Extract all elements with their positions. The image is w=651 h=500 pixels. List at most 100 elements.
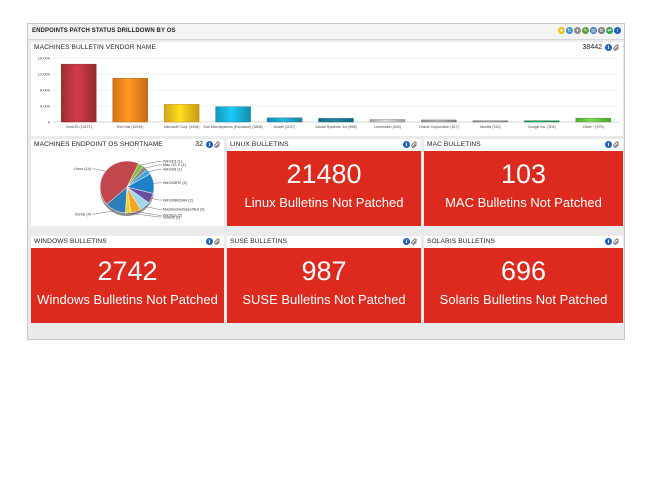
export-icon[interactable]: ▤ [590, 27, 597, 34]
windows-bulletins-value: 2742 [97, 256, 158, 286]
filter-icon[interactable]: ▾ [574, 27, 581, 34]
pie-leader-line [141, 161, 162, 165]
pie-leader-line [145, 164, 162, 169]
paperclip-icon[interactable] [214, 141, 221, 148]
solaris-bulletins-panel[interactable]: SOLARIS BULLETINS i 696 Solaris Bulletin… [424, 236, 623, 323]
info-icon[interactable]: i [605, 238, 612, 245]
x-tick-label: Sun Microsystems (Exclusive) (3808) [203, 125, 262, 129]
pie-label: Win2K8R2x64 (2) [163, 198, 194, 202]
paperclip-icon[interactable] [613, 141, 620, 148]
vendor-bar[interactable] [524, 120, 560, 123]
pie-label: SUSE (4) [75, 212, 92, 216]
dashboard-header: ENDPOINTS PATCH STATUS DRILLDOWN BY OS ★… [28, 24, 624, 40]
pie-label: MachineNotSpecified (2) [163, 208, 205, 212]
info-icon[interactable]: i [605, 44, 612, 51]
paperclip-icon[interactable] [214, 238, 221, 245]
solaris-bulletins-value: 696 [500, 256, 547, 286]
mac-bulletins-title: MAC BULLETINS [427, 141, 481, 148]
vendor-bar[interactable] [472, 120, 509, 123]
suse-bulletins-tile[interactable]: 987 SUSE Bulletins Not Patched [227, 248, 421, 323]
x-tick-label: Lumension (640) [374, 125, 401, 129]
dashboard-toolbar: ★ ↻ ▾ ✎ ▤ ⚙ ⇄ i [558, 27, 621, 34]
y-tick-label: 0 [48, 120, 51, 125]
os-panel-count: 32 [195, 141, 203, 148]
suse-bulletins-title: SUSE BULLETINS [230, 238, 288, 245]
mac-bulletins-panel[interactable]: MAC BULLETINS i 103 MAC Bulletins Not Pa… [424, 139, 623, 226]
paperclip-icon[interactable] [411, 238, 418, 245]
mac-bulletins-value: 103 [500, 159, 547, 189]
pie-label: Mac OS X (1) [163, 163, 187, 167]
pie-slice[interactable] [106, 186, 128, 214]
suse-bulletins-panel[interactable]: SUSE BULLETINS i 987 SUSE Bulletins Not … [227, 236, 421, 323]
info-icon[interactable]: i [605, 141, 612, 148]
solaris-bulletins-tile[interactable]: 696 Solaris Bulletins Not Patched [424, 248, 623, 323]
linux-bulletins-label: Linux Bulletins Not Patched [244, 195, 404, 210]
x-tick-label: Google Inc. (304) [528, 125, 556, 129]
pie-leader-line [148, 169, 162, 172]
vendor-bar[interactable] [215, 106, 251, 123]
pie-slice[interactable] [99, 160, 140, 205]
x-tick-label: Red Hat (10939) [117, 125, 144, 129]
mac-bulletins-label: MAC Bulletins Not Patched [445, 195, 602, 210]
paperclip-icon[interactable] [613, 44, 620, 51]
vendor-bar[interactable] [575, 117, 611, 123]
vendor-panel-header: MACHINES BULLETIN VENDOR NAME 38442 i [31, 42, 623, 54]
vendor-bar[interactable] [61, 63, 97, 123]
linux-bulletins-title: LINUX BULLETINS [230, 141, 289, 148]
os-panel: MACHINES ENDPOINT OS SHORTNAME 32 i Linu… [31, 139, 224, 226]
pie-label: Linux (14) [74, 167, 92, 171]
info-icon[interactable]: i [403, 238, 410, 245]
refresh-icon[interactable]: ↻ [566, 27, 573, 34]
x-tick-label: Mozilla (310) [480, 125, 501, 129]
linux-bulletins-panel[interactable]: LINUX BULLETINS i 21480 Linux Bulletins … [227, 139, 421, 226]
y-tick-label: 4,000 [40, 104, 51, 109]
os-panel-title: MACHINES ENDPOINT OS SHORTNAME [34, 141, 163, 148]
pie-label: Win2K8R2 (4) [163, 181, 188, 185]
settings-icon[interactable]: ⚙ [598, 27, 605, 34]
y-tick-label: 16,000 [38, 56, 51, 61]
suse-bulletins-value: 987 [301, 256, 347, 286]
y-tick-label: 12,000 [38, 72, 51, 77]
paperclip-icon[interactable] [411, 141, 418, 148]
windows-bulletins-title: WINDOWS BULLETINS [34, 238, 107, 245]
linux-bulletins-tile[interactable]: 21480 Linux Bulletins Not Patched [227, 151, 421, 226]
pie-leader-line [144, 206, 162, 210]
pie-leader-line [92, 210, 116, 215]
vendor-panel-count: 38442 [582, 44, 602, 51]
vendor-panel: MACHINES BULLETIN VENDOR NAME 38442 i 16… [31, 42, 623, 136]
os-panel-header: MACHINES ENDPOINT OS SHORTNAME 32 i [31, 139, 224, 151]
windows-bulletins-tile[interactable]: 2742 Windows Bulletins Not Patched [31, 248, 224, 323]
star-icon[interactable]: ★ [558, 27, 565, 34]
vendor-bar[interactable] [266, 117, 303, 123]
x-tick-label: CentOS (14471) [66, 125, 92, 129]
vendor-bar[interactable] [112, 78, 148, 123]
windows-bulletins-label: Windows Bulletins Not Patched [37, 292, 218, 307]
info-icon[interactable]: i [614, 27, 621, 34]
pie-leader-line [153, 182, 162, 184]
vendor-bar[interactable] [369, 119, 406, 123]
os-pie-chart: Linux (14) Win2K3 (1)Mac OS X (1)Win2K8 (… [74, 160, 205, 220]
info-icon[interactable]: i [206, 238, 213, 245]
info-icon[interactable]: i [206, 141, 213, 148]
x-tick-label: Adobe Systems, Inc (896) [315, 125, 356, 129]
solaris-bulletins-title: SOLARIS BULLETINS [427, 238, 496, 245]
pie-leader-line [92, 168, 106, 172]
dashboard-title: ENDPOINTS PATCH STATUS DRILLDOWN BY OS [32, 28, 176, 34]
pie-leader-line [151, 198, 162, 201]
edit-icon[interactable]: ✎ [582, 27, 589, 34]
vendor-panel-title: MACHINES BULLETIN VENDOR NAME [34, 44, 156, 51]
y-tick-label: 8,000 [40, 88, 51, 93]
mac-bulletins-tile[interactable]: 103 MAC Bulletins Not Patched [424, 151, 623, 226]
vendor-bar[interactable] [163, 104, 200, 123]
vendor-bar[interactable] [318, 118, 354, 123]
x-tick-label: Microsoft Corp. (4408) [164, 125, 200, 129]
vendor-bar[interactable] [421, 119, 457, 123]
suse-bulletins-label: SUSE Bulletins Not Patched [242, 292, 406, 307]
info-icon[interactable]: i [403, 141, 410, 148]
paperclip-icon[interactable] [613, 238, 620, 245]
windows-bulletins-panel[interactable]: WINDOWS BULLETINS i 2742 Windows Bulleti… [31, 236, 224, 323]
pie-label: Win2K3 (1) [163, 160, 183, 164]
pie-label: WinTest (2) [163, 214, 183, 218]
x-tick-label: Other * (975) [583, 125, 604, 129]
share-icon[interactable]: ⇄ [606, 27, 613, 34]
